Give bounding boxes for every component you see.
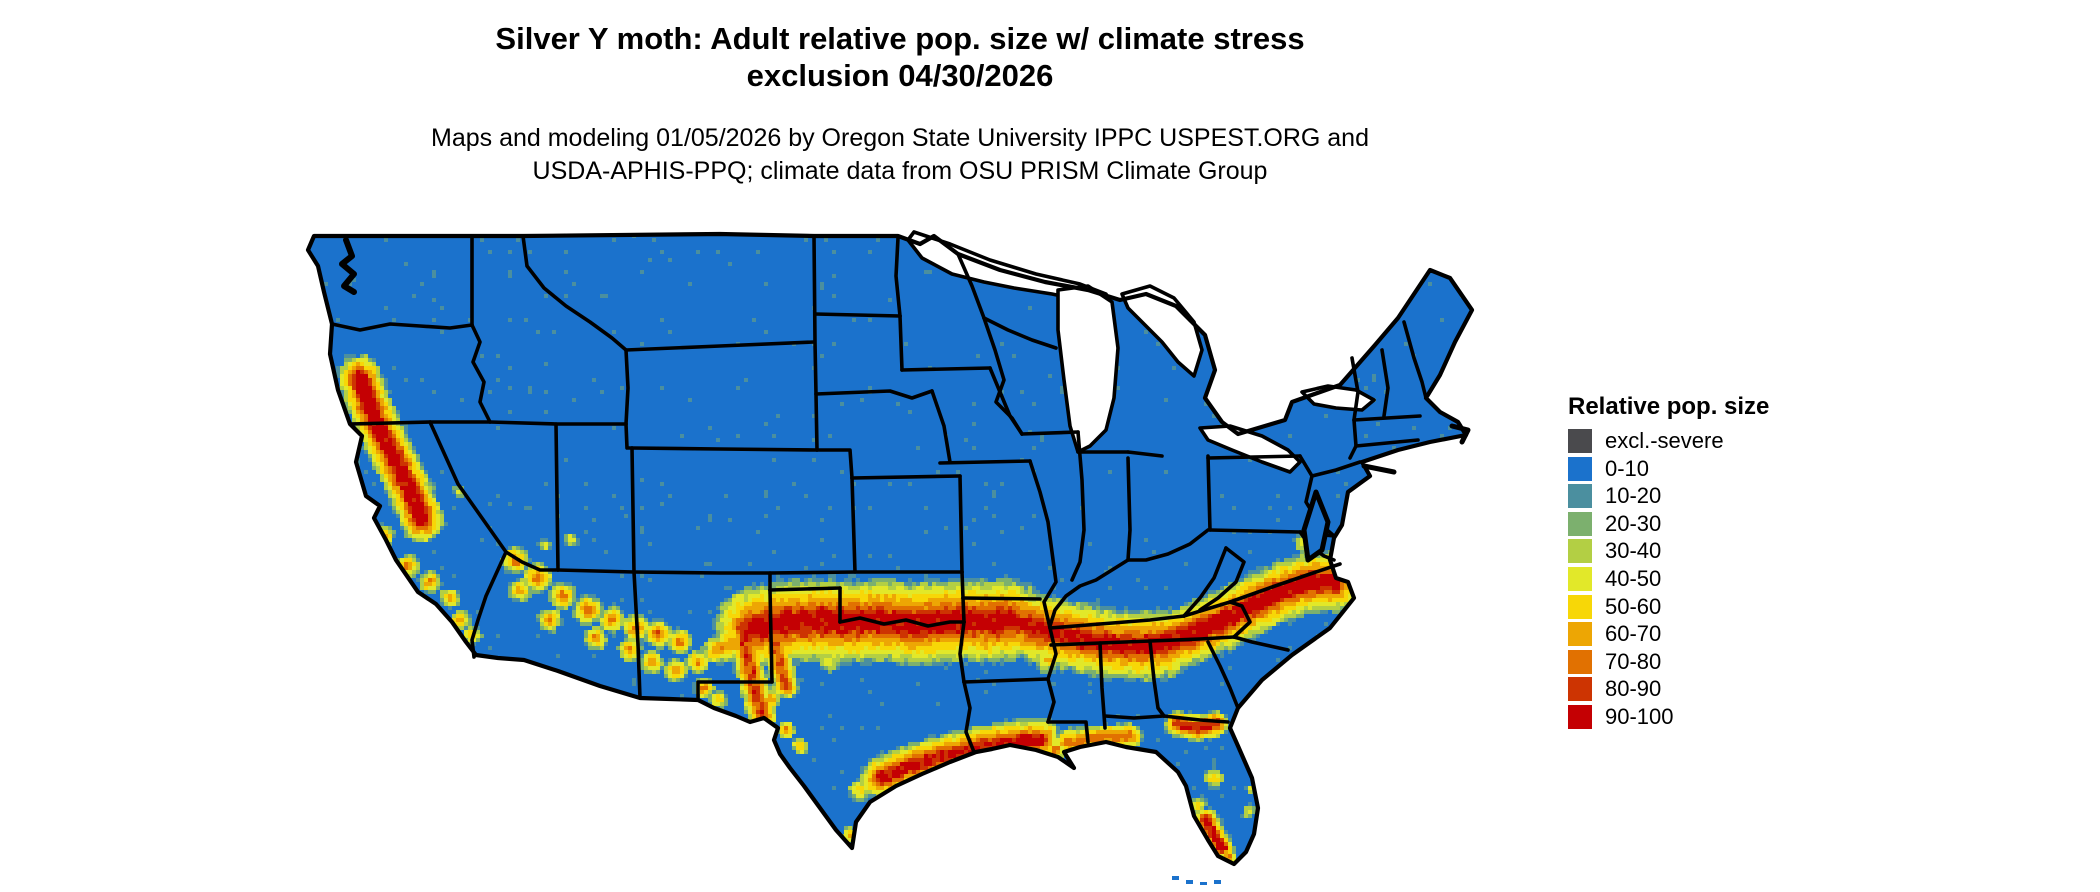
legend-swatch-icon xyxy=(1568,649,1592,674)
legend-swatch-icon xyxy=(1568,511,1592,536)
legend-swatch-icon xyxy=(1568,566,1592,591)
legend-label: 0-10 xyxy=(1605,455,1650,481)
legend: Relative pop. size excl.-severe 0-10 10-20… xyxy=(1568,394,1769,729)
cape-cod xyxy=(1449,423,1471,445)
subtitle-line-2: USDA-APHIS-PPQ; climate data from OSU PR… xyxy=(532,157,1268,185)
figure-subtitle: Maps and modeling 01/05/2026 by Oregon S… xyxy=(300,122,1500,188)
legend-swatch-icon xyxy=(1568,456,1592,481)
legend-swatch-icon xyxy=(1568,677,1592,702)
legend-swatch-icon xyxy=(1568,539,1592,564)
legend-label: 30-40 xyxy=(1605,538,1662,564)
puget-sound xyxy=(339,237,357,295)
legend-item: excl.-severe xyxy=(1568,429,1769,453)
legend-item: 20-30 xyxy=(1568,510,1769,536)
title-line-2: exclusion 04/30/2026 xyxy=(746,58,1054,93)
legend-label: 80-90 xyxy=(1605,676,1662,702)
subtitle-line-1: Maps and modeling 01/05/2026 by Oregon S… xyxy=(431,124,1369,152)
legend-item: 0-10 xyxy=(1568,455,1769,481)
legend-item: 80-90 xyxy=(1568,676,1769,702)
state-borders xyxy=(330,234,1428,754)
legend-swatch-icon xyxy=(1568,429,1592,453)
legend-label: 60-70 xyxy=(1605,621,1662,647)
florida-keys xyxy=(1172,876,1221,885)
legend-label: excl.-severe xyxy=(1605,428,1724,453)
legend-item: 40-50 xyxy=(1568,565,1769,591)
page-title: Silver Y moth: Adult relative pop. size … xyxy=(300,20,1500,94)
legend-item: 70-80 xyxy=(1568,648,1769,674)
legend-item: 90-100 xyxy=(1568,703,1769,729)
us-population-map xyxy=(300,230,1500,885)
great-lakes xyxy=(906,230,1376,474)
legend-label: 20-30 xyxy=(1605,510,1662,536)
legend-label: 70-80 xyxy=(1605,648,1662,674)
legend-label: 50-60 xyxy=(1605,593,1662,619)
lake-huron xyxy=(1120,284,1204,378)
legend-items: excl.-severe 0-10 10-20 20-30 30-40 40-50 50-6… xyxy=(1568,429,1769,729)
title-line-1: Silver Y moth: Adult relative pop. size … xyxy=(495,21,1305,56)
lake-ontario xyxy=(1300,384,1376,412)
legend-item: 50-60 xyxy=(1568,593,1769,619)
legend-swatch-icon xyxy=(1568,622,1592,647)
legend-item: 30-40 xyxy=(1568,538,1769,564)
lake-erie xyxy=(1198,424,1302,474)
legend-label: 10-20 xyxy=(1605,483,1662,509)
chesapeake-delmarva xyxy=(1301,489,1331,563)
legend-item: 60-70 xyxy=(1568,621,1769,647)
state-borders-overlay xyxy=(300,230,1500,885)
legend-swatch-icon xyxy=(1568,594,1592,619)
shoreline-details xyxy=(339,237,1471,563)
legend-item: 10-20 xyxy=(1568,483,1769,509)
legend-swatch-icon xyxy=(1568,484,1592,509)
legend-label: 40-50 xyxy=(1605,565,1662,591)
nation-outline xyxy=(308,234,1472,864)
legend-swatch-icon xyxy=(1568,704,1592,729)
legend-label: 90-100 xyxy=(1605,703,1674,729)
legend-title: Relative pop. size xyxy=(1568,393,1770,420)
long-island xyxy=(1361,463,1397,475)
lake-michigan xyxy=(1056,284,1120,454)
